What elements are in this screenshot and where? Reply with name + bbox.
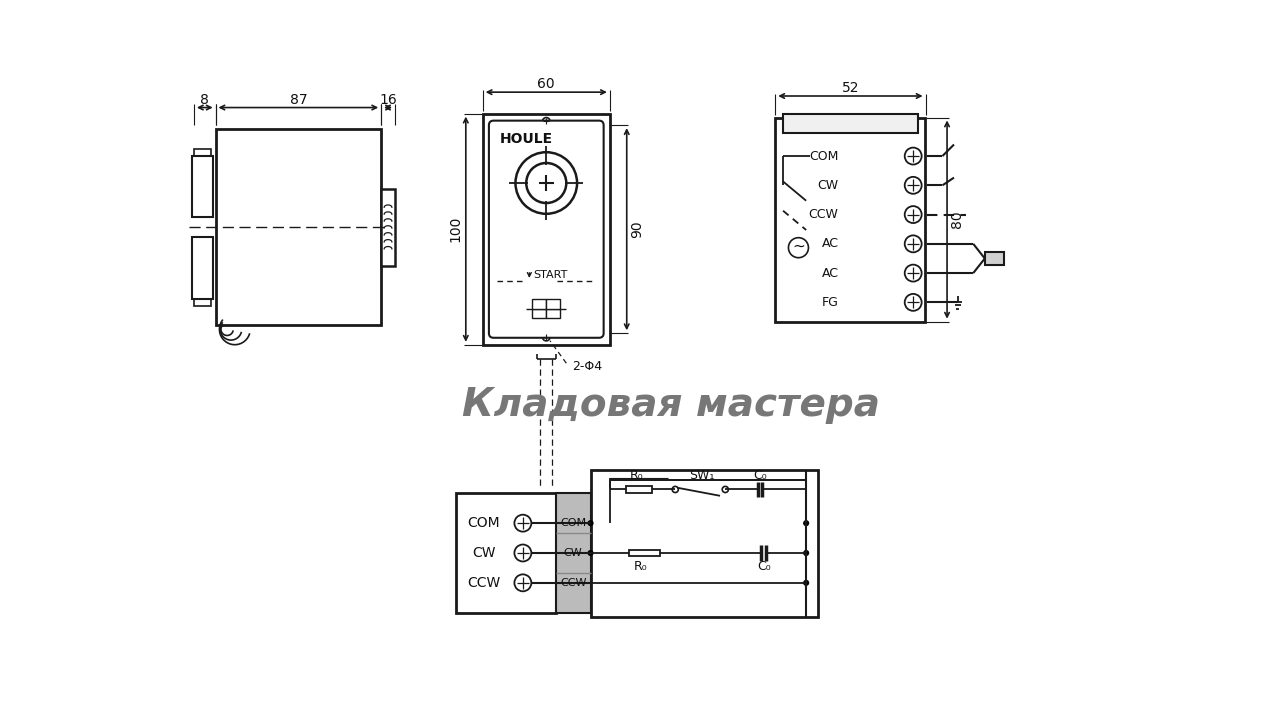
Bar [556,493,590,612]
Text: CW: CW [818,179,838,192]
Text: ~: ~ [792,239,805,254]
Bar [783,114,918,133]
Text: CCW: CCW [809,208,838,221]
Circle shape [803,580,809,586]
Text: 2-Φ4: 2-Φ4 [572,360,602,373]
Text: 80: 80 [950,211,964,228]
Circle shape [905,294,922,311]
Text: R₀: R₀ [634,560,648,573]
Bar [192,237,214,299]
Bar [776,118,925,322]
Text: 87: 87 [289,93,307,107]
Bar [483,114,609,345]
Bar [195,202,211,214]
Text: AC: AC [822,267,838,280]
Bar [195,275,211,288]
Text: CCW: CCW [559,578,586,588]
Text: AC: AC [822,237,838,250]
Bar [532,299,547,309]
Circle shape [543,118,550,125]
Circle shape [515,544,531,562]
Circle shape [722,487,728,492]
Text: CW: CW [564,548,582,558]
Text: Кладовая мастера: Кладовая мастера [462,386,879,424]
Text: COM: COM [467,516,500,530]
Text: HOULE: HOULE [499,132,553,146]
Bar [215,129,381,325]
FancyBboxPatch shape [489,121,604,338]
Text: CCW: CCW [467,576,500,590]
Circle shape [588,550,594,556]
Bar [195,166,211,179]
Circle shape [905,206,922,223]
Bar [195,149,211,161]
Bar [984,252,1004,265]
Text: COM: COM [561,518,586,529]
Circle shape [905,177,922,194]
Circle shape [672,487,678,492]
Circle shape [543,333,550,341]
Circle shape [516,153,577,214]
Text: 100: 100 [449,216,463,242]
Bar [532,309,547,318]
Bar [195,258,211,270]
Text: CW: CW [472,546,495,560]
Bar [195,294,211,306]
Bar [547,309,561,318]
Bar [192,155,214,218]
Text: C₀: C₀ [753,469,767,482]
Text: START: START [532,270,567,281]
Circle shape [905,236,922,252]
Circle shape [803,520,809,526]
Circle shape [803,550,809,556]
Bar [626,487,652,492]
Text: 16: 16 [379,93,397,107]
Text: COM: COM [809,150,838,163]
Bar [456,493,556,612]
Circle shape [515,515,531,531]
Bar [381,189,396,266]
Circle shape [588,520,594,526]
Circle shape [905,265,922,281]
Text: 90: 90 [630,221,644,238]
Bar [628,550,660,556]
Text: 8: 8 [201,93,209,107]
Text: 52: 52 [842,81,859,95]
Bar [547,299,561,309]
Text: 60: 60 [538,77,556,91]
Bar [195,240,211,253]
Circle shape [788,238,809,257]
Text: C₀: C₀ [756,560,771,573]
Circle shape [526,163,566,203]
Text: R₀: R₀ [630,469,644,482]
Text: FG: FG [822,296,838,309]
Bar [590,470,818,617]
Bar [195,184,211,197]
Circle shape [515,574,531,591]
Text: SW₁: SW₁ [690,469,716,482]
Circle shape [905,147,922,165]
